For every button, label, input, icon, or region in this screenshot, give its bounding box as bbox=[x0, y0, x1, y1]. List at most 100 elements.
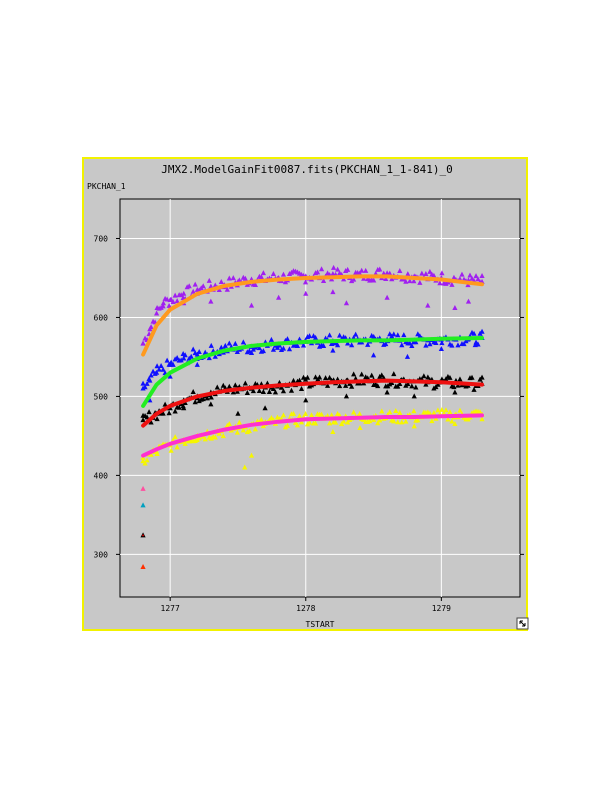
y-tick-label: 500 bbox=[94, 392, 109, 401]
resize-arrow-icon[interactable] bbox=[516, 617, 529, 630]
data-point bbox=[371, 416, 377, 422]
data-point bbox=[230, 275, 236, 281]
plot-frame bbox=[119, 198, 521, 598]
data-point bbox=[415, 417, 421, 423]
data-point bbox=[452, 421, 458, 427]
fit-curve bbox=[141, 336, 484, 408]
data-point bbox=[326, 374, 333, 380]
data-point bbox=[351, 409, 357, 415]
data-point bbox=[258, 274, 264, 280]
data-point bbox=[365, 341, 371, 347]
data-point bbox=[314, 269, 321, 275]
data-point bbox=[443, 407, 449, 413]
y-tick-label: 300 bbox=[94, 550, 109, 559]
data-point bbox=[312, 374, 319, 380]
data-point bbox=[312, 420, 319, 426]
outlier-point bbox=[140, 485, 146, 491]
data-point bbox=[194, 351, 200, 357]
data-point bbox=[465, 298, 472, 304]
data-point bbox=[181, 355, 187, 361]
data-point bbox=[284, 422, 291, 428]
data-point bbox=[140, 385, 146, 391]
data-point bbox=[246, 428, 252, 434]
data-point bbox=[298, 386, 305, 392]
data-point bbox=[357, 411, 363, 417]
data-point bbox=[411, 408, 417, 414]
data-point bbox=[447, 374, 453, 380]
data-point bbox=[318, 266, 325, 272]
data-point bbox=[345, 340, 351, 346]
data-point bbox=[258, 416, 264, 422]
data-point bbox=[280, 388, 287, 394]
data-point bbox=[292, 419, 299, 425]
data-point bbox=[411, 423, 417, 429]
data-point bbox=[202, 436, 208, 442]
data-point bbox=[353, 331, 359, 337]
data-point bbox=[194, 361, 200, 367]
data-point bbox=[387, 381, 393, 387]
data-point bbox=[248, 302, 255, 308]
data-point bbox=[172, 408, 178, 414]
data-point bbox=[379, 408, 385, 414]
data-point bbox=[320, 343, 327, 349]
data-point bbox=[328, 412, 335, 418]
y-tick-label: 700 bbox=[94, 234, 109, 243]
data-point bbox=[417, 279, 423, 285]
data-point bbox=[337, 332, 343, 338]
x-tick-label: 1278 bbox=[296, 604, 315, 613]
data-point bbox=[395, 332, 401, 338]
data-point bbox=[226, 420, 232, 426]
data-point bbox=[276, 294, 282, 300]
outlier-point bbox=[140, 502, 146, 508]
data-point bbox=[384, 294, 390, 300]
data-point bbox=[192, 399, 198, 405]
data-point bbox=[343, 300, 350, 306]
data-point bbox=[306, 333, 313, 339]
data-point bbox=[294, 422, 301, 428]
data-point bbox=[303, 397, 309, 403]
data-point bbox=[224, 286, 230, 292]
data-point bbox=[439, 406, 445, 412]
data-point bbox=[395, 419, 401, 425]
data-point bbox=[471, 386, 477, 392]
data-point bbox=[471, 330, 477, 336]
data-point bbox=[235, 410, 241, 416]
data-point bbox=[266, 389, 273, 395]
data-point bbox=[216, 287, 222, 293]
data-point bbox=[144, 380, 150, 386]
data-point bbox=[166, 410, 172, 416]
data-point bbox=[379, 372, 385, 378]
data-point bbox=[240, 339, 246, 345]
data-point bbox=[397, 381, 403, 387]
data-point bbox=[236, 419, 242, 425]
data-point bbox=[220, 382, 226, 388]
data-point bbox=[168, 447, 174, 453]
data-point bbox=[270, 270, 277, 276]
data-point bbox=[419, 270, 425, 276]
data-point bbox=[260, 389, 266, 395]
data-point bbox=[393, 407, 399, 413]
data-point bbox=[333, 419, 339, 425]
plot-area: 1277 1278 1279 300 400 500 600 700 bbox=[94, 198, 524, 613]
data-point bbox=[397, 409, 403, 415]
data-point bbox=[232, 340, 238, 346]
data-point bbox=[286, 270, 293, 276]
data-point bbox=[290, 377, 297, 383]
data-point bbox=[174, 298, 180, 304]
data-point bbox=[457, 376, 463, 382]
data-point bbox=[154, 369, 160, 375]
y-tick-label: 600 bbox=[94, 313, 109, 322]
data-point bbox=[431, 272, 437, 278]
data-point bbox=[351, 371, 357, 377]
x-tick-label: 1279 bbox=[432, 604, 451, 613]
data-point bbox=[192, 281, 198, 287]
data-point bbox=[147, 326, 153, 332]
data-point bbox=[256, 345, 262, 351]
data-point bbox=[337, 383, 343, 389]
data-point bbox=[383, 276, 389, 282]
data-point bbox=[280, 271, 287, 277]
data-point bbox=[188, 353, 194, 359]
data-point bbox=[437, 280, 443, 286]
data-point bbox=[170, 299, 176, 305]
data-point bbox=[461, 341, 467, 347]
